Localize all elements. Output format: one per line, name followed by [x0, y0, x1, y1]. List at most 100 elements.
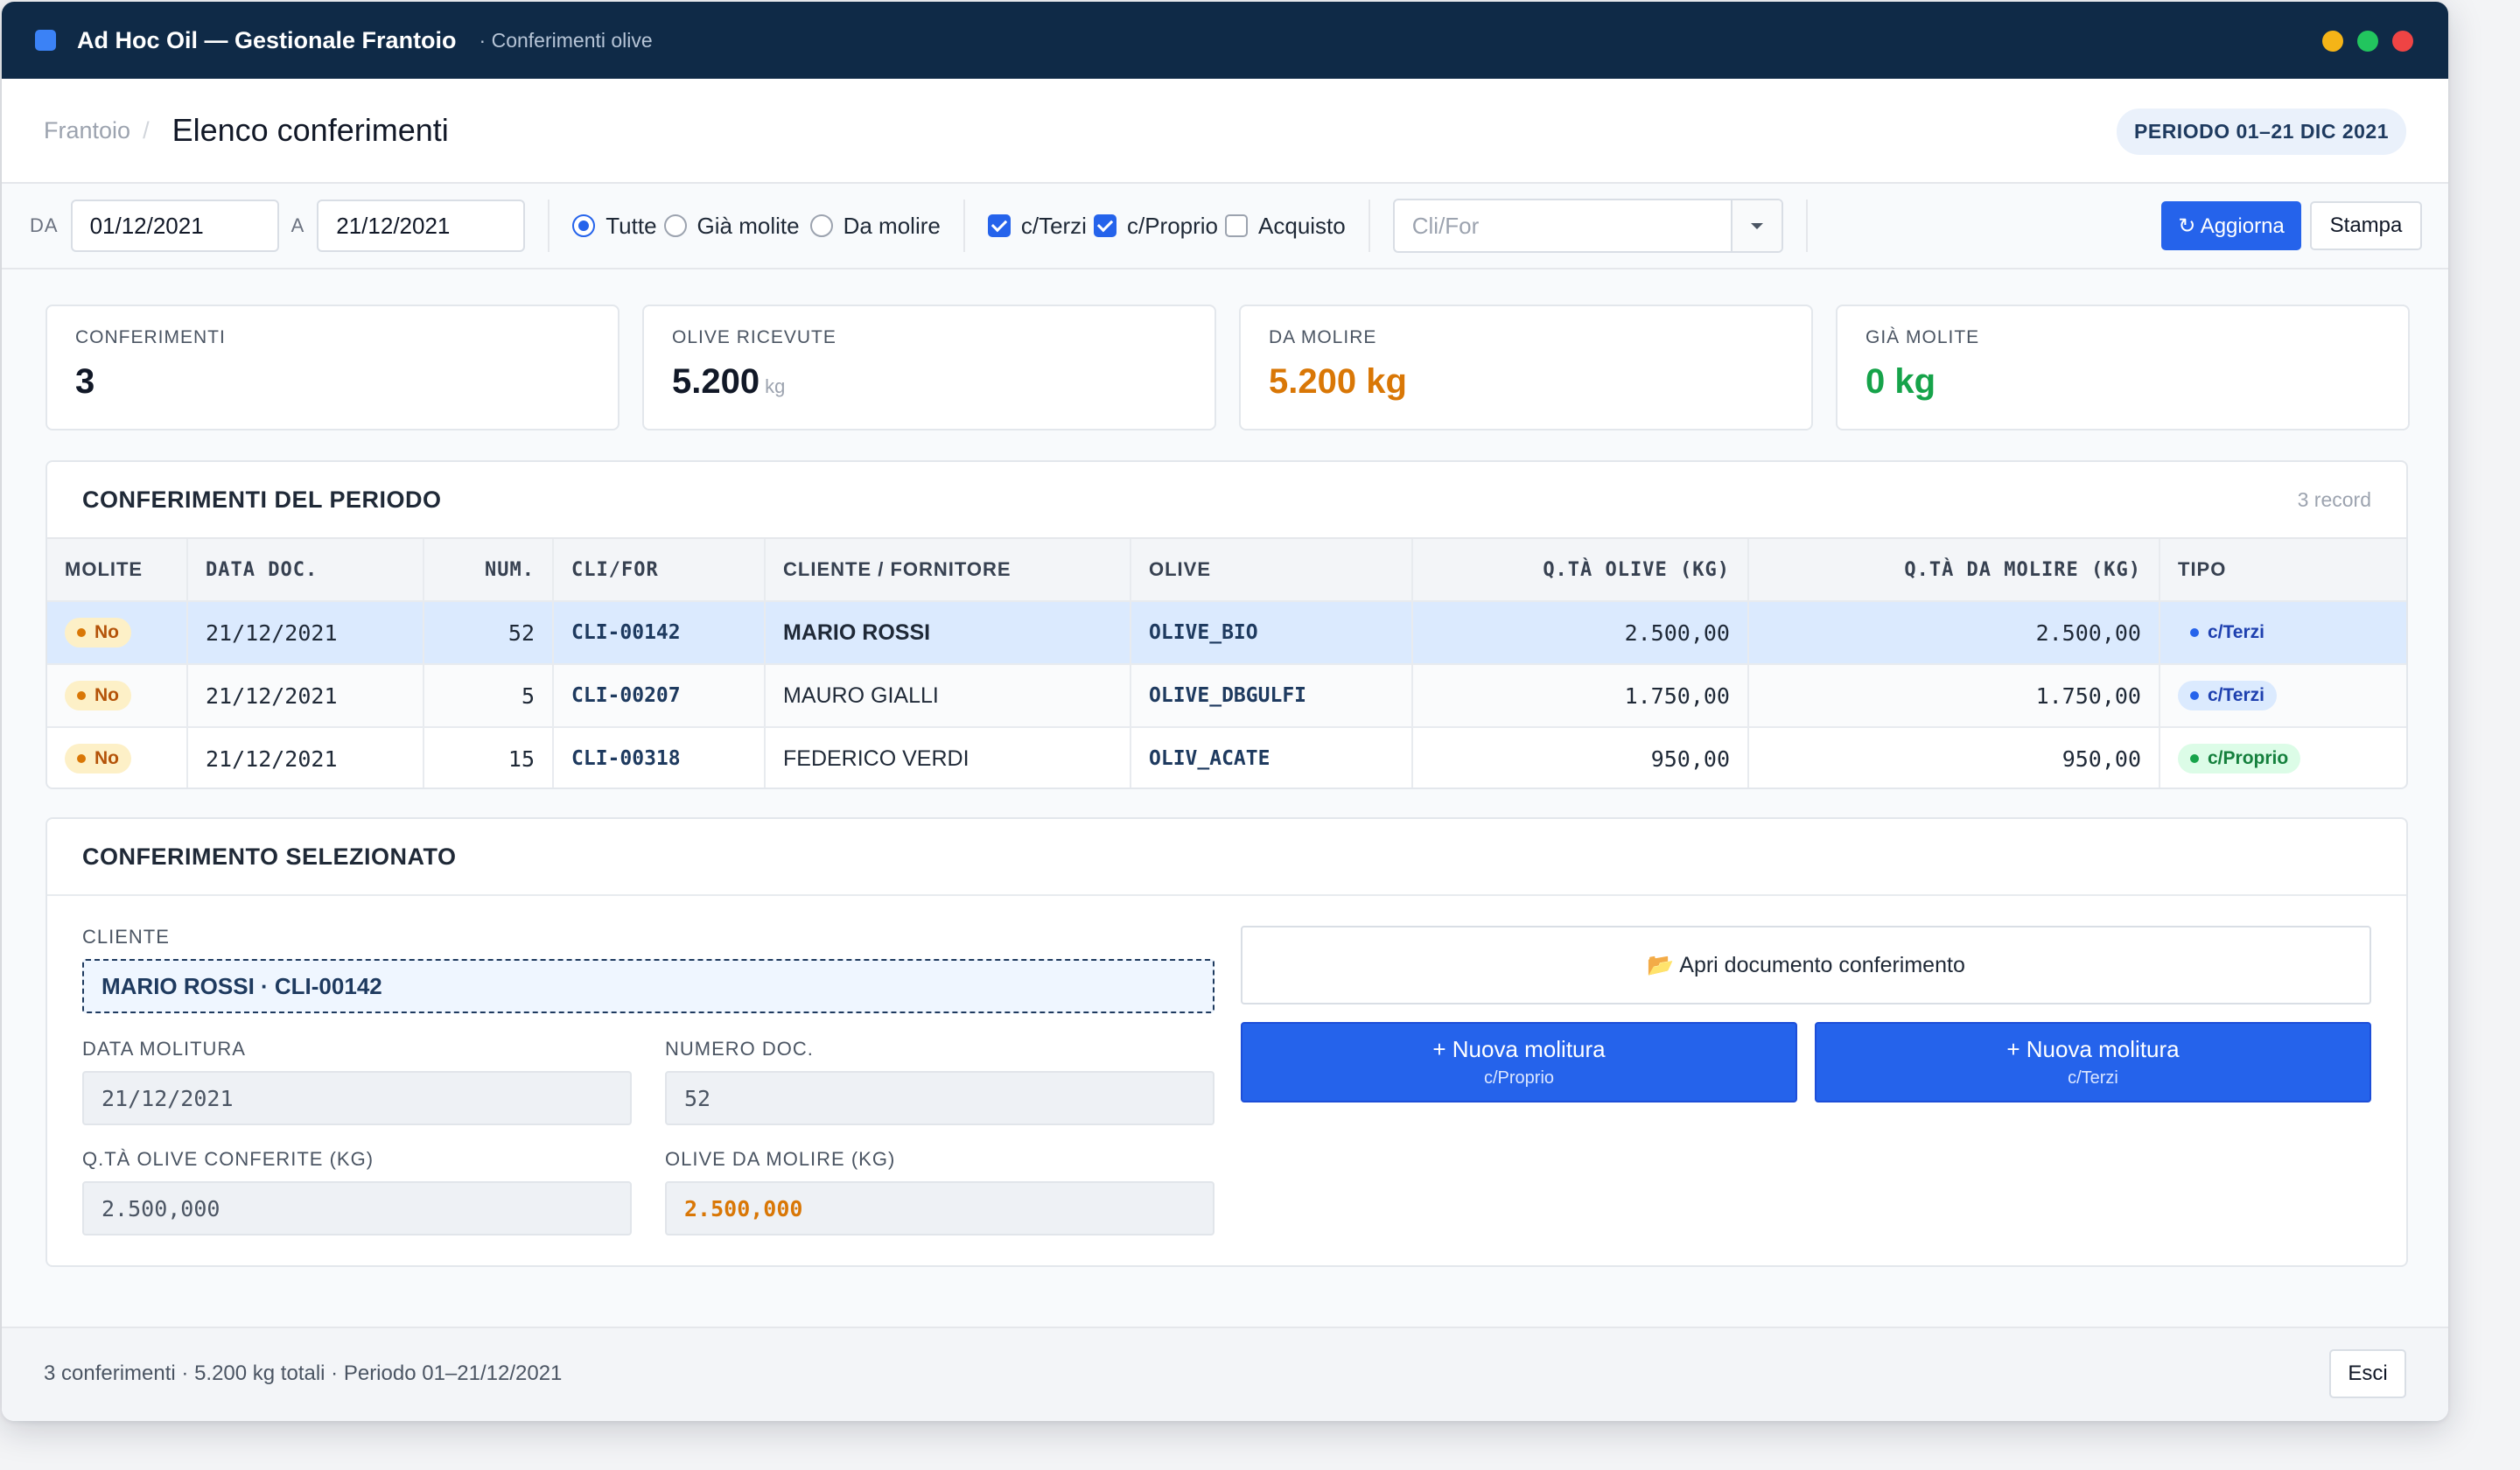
to-date-input[interactable]: 21/12/2021: [317, 200, 526, 252]
qta-olive-cell: 2.500,00: [1411, 600, 1748, 664]
exit-button[interactable]: Esci: [2329, 1349, 2406, 1398]
filter-bar: DA 01/12/2021 A 21/12/2021 Tutte Già mol…: [2, 184, 2448, 270]
check-cproprio[interactable]: [1093, 214, 1116, 237]
page-title: Elenco conferimenti: [172, 112, 449, 148]
cliente-cell: MAURO GIALLI: [764, 663, 1130, 727]
button-label: + Nuova molitura: [2006, 1036, 2180, 1062]
num-cell: 52: [423, 600, 553, 664]
stat-value: 0 kg: [1866, 362, 1936, 401]
qta-olive-cell: 1.750,00: [1411, 663, 1748, 727]
table-row[interactable]: No 21/12/2021 5 CLI-00207 MAURO GIALLI O…: [47, 663, 2406, 727]
stat-value: 5.200: [672, 362, 760, 401]
clifor-dropdown-button[interactable]: [1730, 200, 1782, 251]
status-badge-label: No: [94, 685, 119, 705]
column-header[interactable]: Q.TÀ DA MOLIRE (KG): [1747, 537, 2160, 601]
olive-da-molire-field[interactable]: 2.500,000: [665, 1181, 1214, 1236]
panel-title: CONFERIMENTI DEL PERIODO: [82, 486, 442, 513]
conferimenti-table-panel: CONFERIMENTI DEL PERIODO 3 record MOLITE…: [46, 460, 2408, 789]
app-title: Ad Hoc Oil — Gestionale Frantoio: [77, 26, 457, 53]
olive-da-molire-label: OLIVE DA MOLIRE (KG): [665, 1148, 896, 1170]
num-cell: 5: [423, 663, 553, 727]
stat-label: DA MOLIRE: [1269, 327, 1377, 347]
clifor-select-placeholder[interactable]: Cli/For: [1411, 212, 1480, 239]
stat-label: OLIVE RICEVUTE: [672, 327, 836, 347]
check-acquisto[interactable]: [1225, 214, 1249, 237]
stat-value: 5.200 kg: [1269, 362, 1407, 401]
column-header[interactable]: Q.TÀ OLIVE (KG): [1411, 537, 1748, 601]
molite-cell: No: [47, 600, 187, 664]
table-row[interactable]: No 21/12/2021 15 CLI-00318 FEDERICO VERD…: [47, 726, 2406, 788]
check-cproprio-label[interactable]: c/Proprio: [1126, 212, 1219, 239]
app-subtitle: · Conferimenti olive: [479, 28, 653, 52]
button-sublabel: c/Proprio: [1483, 1068, 1555, 1088]
panel-header: CONFERIMENTO SELEZIONATO: [47, 819, 2406, 896]
close-button[interactable]: [2392, 31, 2413, 52]
stat-card-olive-ricevute: OLIVE RICEVUTE 5.200 kg: [642, 304, 1216, 430]
stat-card-da-molire: DA MOLIRE 5.200 kg: [1239, 304, 1813, 430]
column-header[interactable]: CLI/FOR: [552, 537, 765, 601]
breadcrumb-frantoio[interactable]: Frantoio: [44, 116, 131, 144]
radio-gia-molite-label[interactable]: Già molite: [696, 212, 800, 239]
chevron-down-icon: [1750, 222, 1763, 229]
numero-doc-field[interactable]: 52: [665, 1071, 1214, 1125]
num-cell: 15: [423, 726, 553, 788]
status-badge: No: [65, 744, 131, 774]
tipo-badge: c/Terzi: [2178, 681, 2277, 710]
stat-label: CONFERIMENTI: [75, 327, 226, 347]
check-cterzi-label[interactable]: c/Terzi: [1020, 212, 1087, 239]
data-cell: 21/12/2021: [186, 663, 424, 727]
conferimenti-table: MOLITE DATA DOC. NUM. CLI/FOR CLIENTE / …: [47, 537, 2406, 788]
minimize-button[interactable]: [2322, 31, 2343, 52]
stat-label: GIÀ MOLITE: [1866, 327, 1980, 347]
radio-gia-molite[interactable]: [663, 214, 687, 237]
qta-molire-cell: 2.500,00: [1747, 600, 2160, 664]
data-molitura-label: DATA MOLITURA: [82, 1038, 246, 1060]
status-dot-icon: [77, 628, 86, 637]
tipo-cell: c/Terzi: [2159, 600, 2406, 664]
tipo-badge: c/Terzi: [2178, 618, 2277, 648]
column-header[interactable]: NUM.: [423, 537, 553, 601]
print-button[interactable]: Stampa: [2310, 201, 2422, 250]
radio-tutte-label[interactable]: Tutte: [606, 212, 657, 239]
check-acquisto-label[interactable]: Acquisto: [1258, 212, 1346, 239]
maximize-button[interactable]: [2357, 31, 2378, 52]
column-header[interactable]: TIPO: [2159, 537, 2406, 601]
clifor-select[interactable]: Cli/For: [1392, 199, 1783, 253]
tipo-badge-label: c/Terzi: [2208, 622, 2264, 642]
app-icon: [35, 30, 56, 51]
column-header[interactable]: CLIENTE / FORNITORE: [764, 537, 1130, 601]
refresh-button[interactable]: ↻ Aggiorna: [2161, 201, 2301, 250]
column-header[interactable]: MOLITE: [47, 537, 187, 601]
cliente-field[interactable]: MARIO ROSSI · CLI-00142: [82, 959, 1214, 1013]
olive-cell: OLIVE_DBGULFI: [1130, 663, 1412, 727]
molite-cell: No: [47, 726, 187, 788]
column-header[interactable]: DATA DOC.: [186, 537, 424, 601]
olive-cell: OLIVE_BIO: [1130, 600, 1412, 664]
radio-da-molire[interactable]: [809, 214, 833, 237]
tipo-badge-label: c/Proprio: [2208, 748, 2289, 768]
status-badge-label: No: [94, 622, 119, 642]
data-molitura-field[interactable]: 21/12/2021: [82, 1071, 632, 1125]
button-label: + Nuova molitura: [1432, 1036, 1606, 1062]
open-document-button[interactable]: 📂 Apri documento conferimento: [1241, 926, 2371, 1004]
stat-card-gia-molite: GIÀ MOLITE 0 kg: [1836, 304, 2410, 430]
nuova-molitura-proprio-button[interactable]: + Nuova molitura c/Proprio: [1241, 1022, 1797, 1102]
status-badge: No: [65, 618, 131, 648]
from-date-input[interactable]: 01/12/2021: [70, 200, 279, 252]
status-footer: 3 conferimenti · 5.200 kg totali · Perio…: [2, 1326, 2448, 1421]
divider: [1805, 200, 1808, 252]
qta-olive-field[interactable]: 2.500,000: [82, 1181, 632, 1236]
data-cell: 21/12/2021: [186, 600, 424, 664]
stat-card-conferimenti: CONFERIMENTI 3: [46, 304, 620, 430]
qta-olive-cell: 950,00: [1411, 726, 1748, 788]
table-row[interactable]: No 21/12/2021 52 CLI-00142 MARIO ROSSI O…: [47, 600, 2406, 664]
panel-header: CONFERIMENTI DEL PERIODO 3 record: [47, 462, 2406, 537]
tipo-dot-icon: [2190, 628, 2199, 637]
check-cterzi[interactable]: [987, 214, 1011, 237]
clifor-cell: CLI-00318: [552, 726, 765, 788]
button-sublabel: c/Terzi: [2068, 1068, 2118, 1088]
radio-da-molire-label[interactable]: Da molire: [843, 212, 941, 239]
column-header[interactable]: OLIVE: [1130, 537, 1412, 601]
nuova-molitura-terzi-button[interactable]: + Nuova molitura c/Terzi: [1815, 1022, 2371, 1102]
radio-tutte[interactable]: [572, 214, 596, 237]
